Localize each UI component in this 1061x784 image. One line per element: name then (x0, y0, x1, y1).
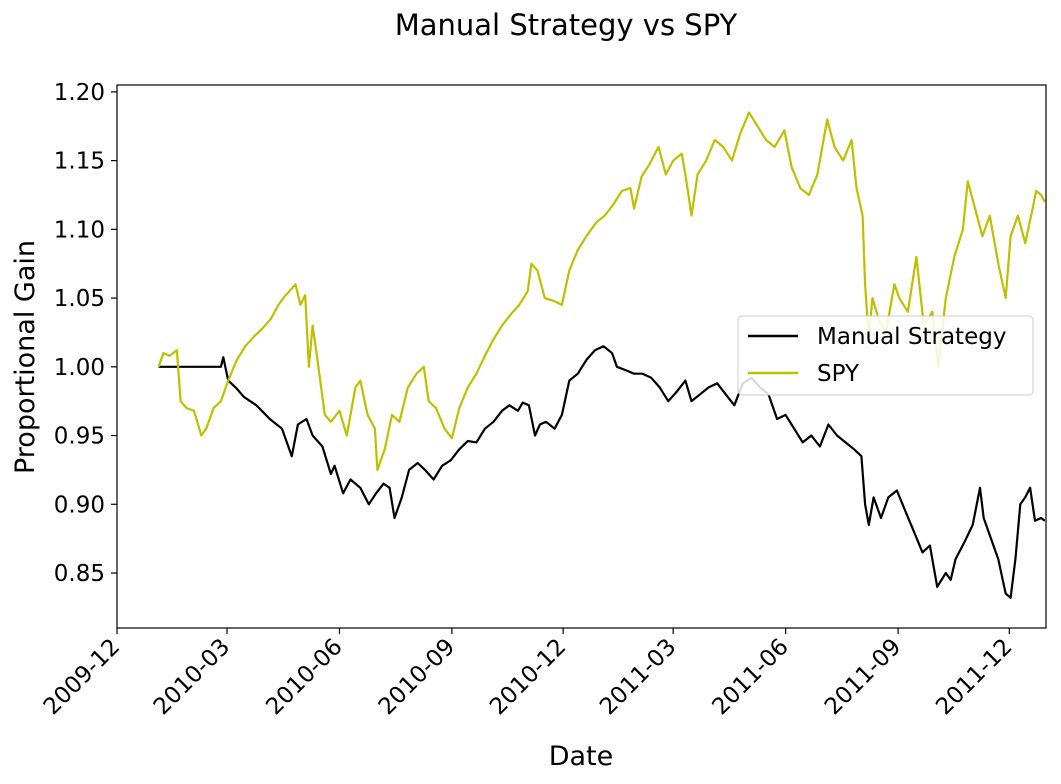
legend: Manual Strategy SPY (737, 315, 1034, 396)
x-tick-label: 2010-03 (149, 634, 235, 720)
y-tick-label: 1.15 (54, 149, 105, 175)
plot-frame (116, 84, 1047, 629)
y-tick-label: 1.00 (54, 355, 105, 381)
series-layer (157, 111, 1046, 599)
y-tick-label: 1.05 (54, 286, 105, 312)
series-line-manual-strategy (158, 345, 1046, 599)
x-tick-label: 2011-03 (595, 634, 681, 720)
legend-box (737, 315, 1034, 396)
x-tick-label: 2010-12 (485, 634, 571, 720)
y-tick-label: 0.95 (54, 424, 105, 450)
y-axis-title: Proportional Gain (10, 240, 41, 474)
y-tick-label: 1.10 (54, 217, 105, 243)
legend-label-spy: SPY (817, 361, 860, 387)
x-tick-label: 2010-06 (261, 634, 347, 720)
y-tick-label: 1.20 (54, 80, 105, 106)
x-tick-label: 2011-06 (708, 634, 794, 720)
legend-label-manual-strategy: Manual Strategy (817, 324, 1006, 350)
y-axis: 0.85 0.90 0.95 1.00 1.05 1.10 1.15 1.20 (54, 80, 117, 587)
x-axis: 2009-12 2010-03 2010-06 2010-09 2010-12 2011-… (39, 628, 1018, 720)
y-tick-label: 0.90 (54, 492, 105, 518)
x-tick-label: 2010-09 (374, 634, 460, 720)
x-axis-title: Date (549, 741, 614, 772)
x-tick-label: 2009-12 (39, 634, 125, 720)
series-line-spy (157, 111, 1046, 471)
x-tick-label: 2011-09 (820, 634, 906, 720)
chart-title: Manual Strategy vs SPY (395, 8, 738, 42)
x-tick-label: 2011-12 (931, 634, 1017, 720)
y-tick-label: 0.85 (54, 561, 105, 587)
